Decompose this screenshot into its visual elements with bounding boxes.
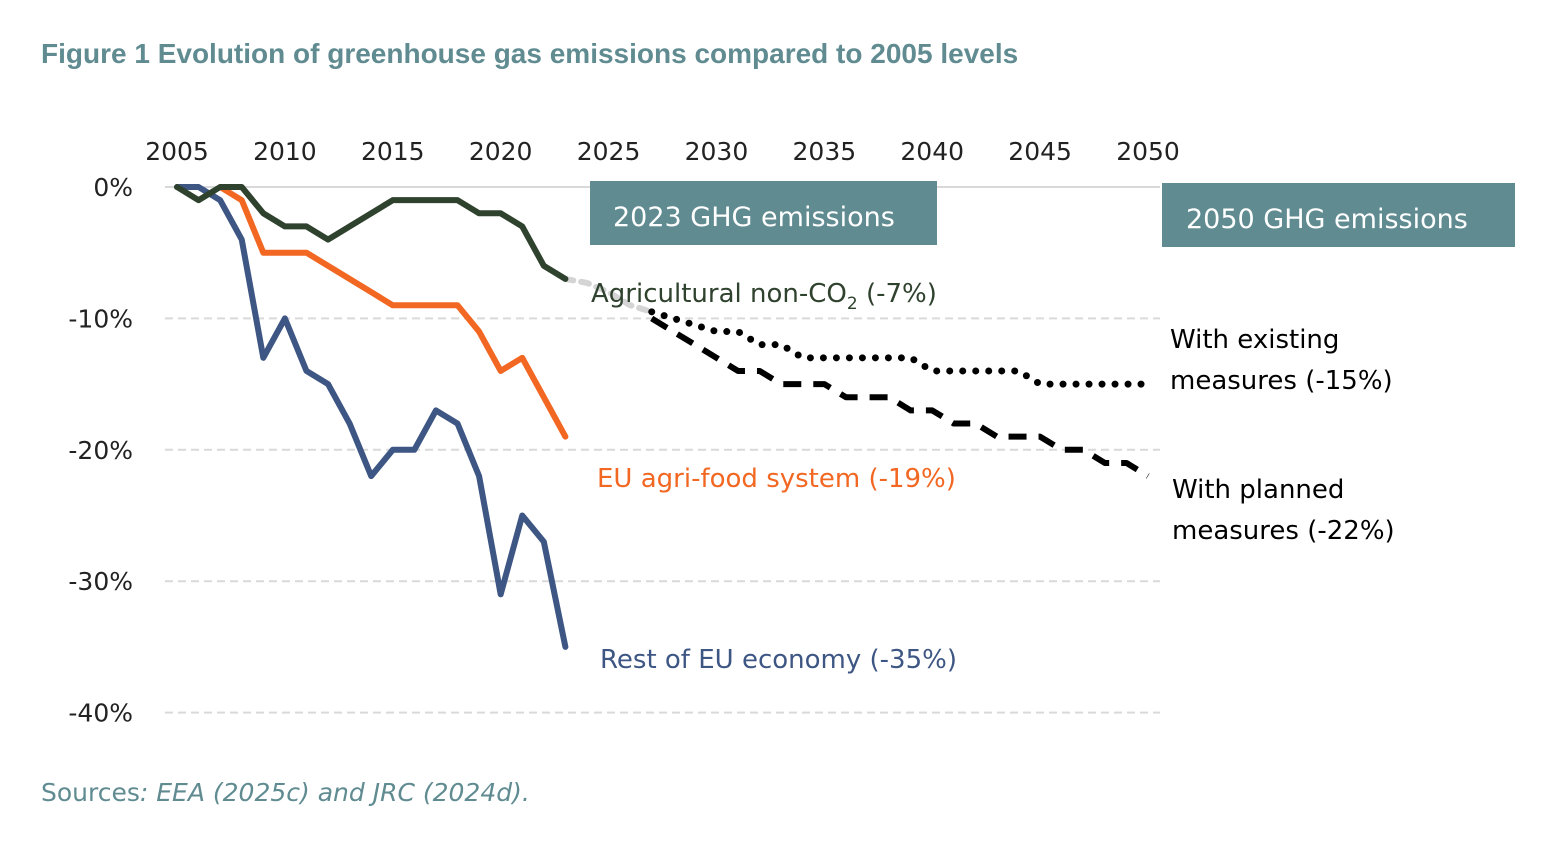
series-line-rest-of-eu-economy [174, 184, 569, 650]
x-tick-label: 2005 [145, 137, 209, 166]
y-tick-label: -30% [68, 567, 133, 596]
label-agri-nonco2: Agricultural non-CO2 (-7%) [591, 279, 937, 314]
label-wem-1: With existing [1170, 325, 1339, 355]
label-wem-2: measures (-15%) [1170, 366, 1393, 396]
y-tick-label: -40% [68, 699, 133, 728]
source-text: : EEA (2025c) and JRC (2024d). [140, 778, 530, 807]
series-line-transition [562, 275, 655, 315]
series-line-with-existing-measures [648, 308, 1152, 388]
label-wpm-1: With planned [1172, 475, 1344, 505]
x-tick-label: 2045 [1008, 137, 1072, 166]
source-prefix: Sources [41, 778, 140, 807]
y-tick-label: -20% [68, 436, 133, 465]
x-tick-label: 2020 [469, 137, 533, 166]
x-tick-label: 2015 [361, 137, 425, 166]
series-line-with-planned-measures [650, 315, 1150, 479]
label-agri-nonco2-main: Agricultural non-CO [591, 279, 847, 309]
label-agri-nonco2-suffix: (-7%) [858, 279, 937, 309]
x-tick-label: 2010 [253, 137, 317, 166]
annotation-box-2023 [590, 181, 937, 245]
x-tick-label: 2025 [577, 137, 641, 166]
x-tick-label: 2030 [685, 137, 749, 166]
y-tick-label: 0% [93, 173, 133, 202]
x-tick-label: 2050 [1116, 137, 1180, 166]
label-agri-nonco2-sub: 2 [847, 294, 858, 314]
label-agrifood: EU agri-food system (-19%) [597, 464, 956, 494]
chart-title: Figure 1 Evolution of greenhouse gas emi… [41, 38, 1018, 69]
label-wpm-2: measures (-22%) [1172, 516, 1395, 546]
x-tick-label: 2035 [793, 137, 857, 166]
source-note: Sources: EEA (2025c) and JRC (2024d). [41, 778, 530, 807]
series-line-eu-agri-food-system [217, 184, 569, 440]
label-rest-eu: Rest of EU economy (-35%) [600, 645, 957, 675]
y-tick-label: -10% [68, 304, 133, 333]
annotation-2023: 2023 GHG emissions [613, 202, 895, 233]
series-line-agricultural-non-co2 [174, 184, 569, 282]
x-tick-label: 2040 [900, 137, 964, 166]
annotation-box-2050 [1162, 183, 1515, 247]
annotation-2050: 2050 GHG emissions [1186, 204, 1468, 235]
